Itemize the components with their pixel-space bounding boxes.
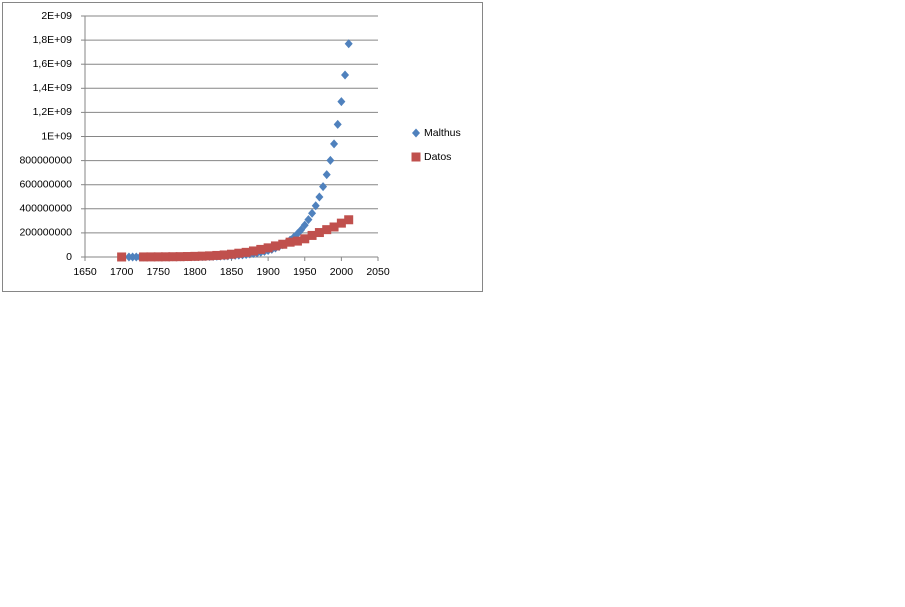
point — [270, 241, 280, 251]
y-tick-label: 600000000 — [19, 178, 72, 190]
y-tick-label: 1,4E+09 — [33, 82, 73, 94]
y-tick-label: 200000000 — [19, 227, 72, 239]
point — [248, 246, 258, 256]
point — [304, 215, 313, 225]
legend-marker — [412, 128, 420, 138]
x-tick-label: 1700 — [110, 266, 134, 278]
x-tick-label: 1950 — [293, 266, 317, 278]
x-tick-label: 2000 — [330, 266, 354, 278]
y-tick-label: 1,2E+09 — [33, 106, 73, 118]
point — [300, 220, 309, 230]
point — [315, 192, 324, 202]
point — [219, 250, 229, 260]
legend-marker — [411, 152, 421, 162]
point — [344, 215, 354, 225]
y-tick-label: 1E+09 — [41, 130, 72, 142]
point — [336, 218, 346, 228]
point — [319, 182, 328, 192]
point — [153, 252, 163, 262]
point — [311, 201, 320, 211]
point — [197, 251, 207, 261]
point — [307, 230, 317, 240]
x-tick-label: 2050 — [366, 266, 390, 278]
point — [330, 139, 339, 149]
point — [322, 225, 332, 235]
x-tick-label: 1800 — [183, 266, 207, 278]
point — [337, 97, 346, 107]
point — [234, 248, 244, 258]
chart-border — [2, 2, 483, 292]
point — [278, 239, 288, 249]
y-tick-label: 2E+09 — [41, 10, 72, 22]
x-tick-label: 1650 — [73, 266, 97, 278]
point — [329, 222, 339, 232]
point — [227, 249, 236, 259]
y-tick-label: 1,6E+09 — [33, 58, 73, 70]
point — [344, 39, 353, 49]
point — [212, 250, 222, 260]
point — [190, 251, 200, 261]
point — [314, 228, 324, 238]
y-tick-label: 1,8E+09 — [33, 34, 73, 46]
point — [175, 252, 185, 262]
point — [341, 70, 350, 80]
legend-label: Malthus — [424, 127, 461, 139]
x-tick-label: 1900 — [256, 266, 280, 278]
point — [205, 251, 215, 261]
point — [183, 252, 193, 262]
y-tick-label: 800000000 — [19, 154, 72, 166]
x-tick-label: 1750 — [147, 266, 171, 278]
point — [117, 252, 127, 262]
point — [292, 236, 302, 246]
point — [326, 155, 335, 165]
point — [308, 208, 317, 218]
point — [285, 237, 295, 247]
point — [139, 252, 149, 262]
x-tick-label: 1850 — [220, 266, 244, 278]
y-tick-label: 0 — [66, 251, 72, 263]
point — [322, 170, 331, 180]
point — [146, 252, 156, 262]
point — [168, 252, 178, 262]
y-tick-label: 400000000 — [19, 203, 72, 215]
point — [263, 243, 273, 253]
legend-label: Datos — [424, 151, 451, 163]
point — [300, 234, 310, 244]
point — [333, 119, 342, 129]
point — [161, 252, 171, 262]
point — [241, 247, 251, 257]
point — [256, 244, 266, 254]
